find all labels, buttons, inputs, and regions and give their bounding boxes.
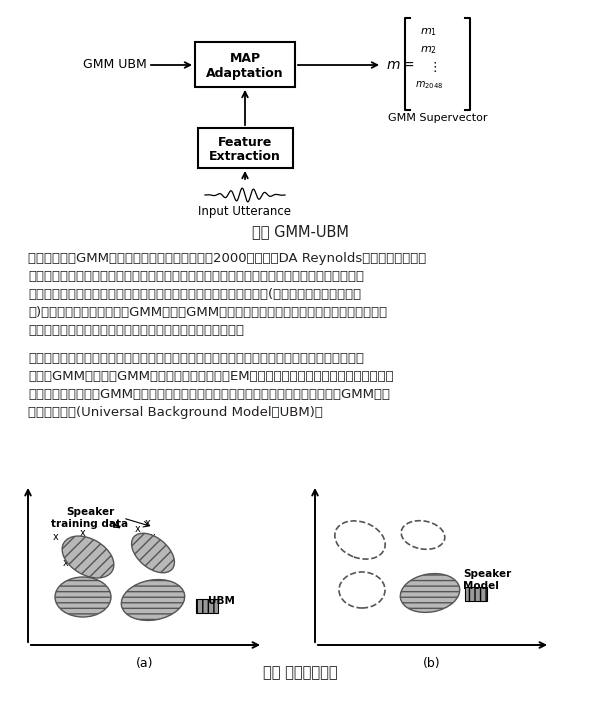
Text: 集到大量非目标用户的声音，积少成多，我们将这些非目标用户数据(声纹识别领域称为背景数: 集到大量非目标用户的声音，积少成多，我们将这些非目标用户数据(声纹识别领域称为背… xyxy=(28,288,361,301)
Text: (b): (b) xyxy=(423,657,441,670)
Text: 改进的方案：既然没法从目标用户那里收集到足够的语音，那就换一种思路，可以从其他地方收: 改进的方案：既然没法从目标用户那里收集到足够的语音，那就换一种思路，可以从其他地… xyxy=(28,270,364,283)
FancyBboxPatch shape xyxy=(196,599,218,613)
Ellipse shape xyxy=(62,536,114,578)
Text: Feature: Feature xyxy=(218,135,272,148)
Text: UBM: UBM xyxy=(208,596,235,606)
FancyBboxPatch shape xyxy=(198,128,293,168)
Text: Speaker
Model: Speaker Model xyxy=(463,569,511,591)
Text: x: x xyxy=(150,532,156,542)
Text: 户的数据在这个混合GMM上进行参数的微调即可实现目标用户参数的估计，这个混合GMM就叫: 户的数据在这个混合GMM上进行参数的微调即可实现目标用户参数的估计，这个混合GM… xyxy=(28,388,390,401)
Text: x: x xyxy=(67,542,73,552)
Text: 它对语音特征在空间分布的概率模型给出了一个良好的预先估计，我们不必再像过去那样从头开: 它对语音特征在空间分布的概率模型给出了一个良好的预先估计，我们不必再像过去那样从… xyxy=(28,352,364,365)
Text: MAP: MAP xyxy=(229,52,260,65)
FancyBboxPatch shape xyxy=(195,42,295,87)
FancyBboxPatch shape xyxy=(465,587,487,601)
Text: 由于前边使用GMM模型对数据需求量很大，因此2000年前后，DA Reynolds的团队提出了一种: 由于前边使用GMM模型对数据需求量很大，因此2000年前后，DA Reynold… xyxy=(28,252,426,265)
Text: x: x xyxy=(145,518,151,528)
Text: $m_1$: $m_1$ xyxy=(420,26,437,38)
Text: Adaptation: Adaptation xyxy=(206,67,284,79)
Text: $\vdots$: $\vdots$ xyxy=(428,60,437,74)
Text: Extraction: Extraction xyxy=(209,150,281,163)
Ellipse shape xyxy=(55,577,111,617)
Text: (a): (a) xyxy=(136,657,154,670)
Ellipse shape xyxy=(121,579,185,621)
Text: 始计算GMM的参数（GMM的参数估计是一种称为EM的迭代式估计算法），只需要基于目标用: 始计算GMM的参数（GMM的参数估计是一种称为EM的迭代式估计算法），只需要基于… xyxy=(28,370,394,383)
Text: 通用背景模型(Universal Background Model，UBM)。: 通用背景模型(Universal Background Model，UBM)。 xyxy=(28,406,323,419)
Ellipse shape xyxy=(400,574,460,612)
Text: $m=$: $m=$ xyxy=(386,58,415,72)
Ellipse shape xyxy=(335,521,385,559)
Ellipse shape xyxy=(401,521,445,549)
Text: x: x xyxy=(80,528,86,538)
Text: x: x xyxy=(63,558,69,568)
Ellipse shape xyxy=(339,572,385,608)
Text: x: x xyxy=(113,520,119,530)
Text: x: x xyxy=(53,532,59,542)
Text: 图三 GMM-UBM: 图三 GMM-UBM xyxy=(251,225,349,239)
Text: 份的混杂数据中训练而成，因此不具备表征具体身份的能力。: 份的混杂数据中训练而成，因此不具备表征具体身份的能力。 xyxy=(28,324,244,337)
Text: 图四 模型训练原理: 图四 模型训练原理 xyxy=(263,665,337,680)
Text: $m_{2048}$: $m_{2048}$ xyxy=(415,79,443,91)
Text: Input Utterance: Input Utterance xyxy=(199,205,292,218)
Text: $m_2$: $m_2$ xyxy=(420,44,437,56)
Text: x: x xyxy=(135,524,141,534)
Text: GMM Supervector: GMM Supervector xyxy=(388,113,488,123)
Ellipse shape xyxy=(131,533,175,573)
Text: GMM UBM: GMM UBM xyxy=(83,59,147,72)
Text: Speaker
training data: Speaker training data xyxy=(52,507,128,529)
Text: 据)混合起来充分训练出一个GMM，这个GMM可以看作是对语音的表征，但由于它是从大量身: 据)混合起来充分训练出一个GMM，这个GMM可以看作是对语音的表征，但由于它是从… xyxy=(28,306,387,319)
